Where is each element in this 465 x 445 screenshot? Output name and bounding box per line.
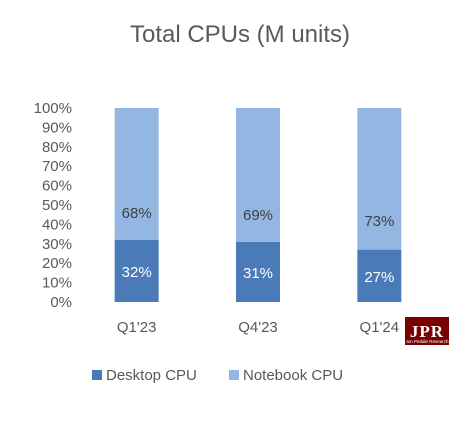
y-tick-label: 40% — [42, 216, 72, 233]
legend: Desktop CPU Notebook CPU — [92, 367, 343, 384]
bars-group: 32% 68% 31% 69% 27% 73% — [114, 108, 402, 302]
desktop-bar-segment — [357, 249, 402, 302]
desktop-bar-segment — [114, 239, 159, 302]
y-tick-label: 30% — [42, 236, 72, 253]
notebook-bar-segment — [236, 108, 280, 242]
y-tick-label: 50% — [42, 197, 72, 214]
legend-notebook-label: Notebook CPU — [243, 367, 343, 384]
legend-desktop-label: Desktop CPU — [106, 367, 197, 384]
notebook-data-label: 68% — [122, 205, 152, 222]
y-tick-label: 80% — [42, 139, 72, 156]
y-tick-label: 100% — [34, 100, 72, 117]
notebook-data-label: 73% — [364, 213, 394, 230]
logo-subtext: Jon Peddie Research — [405, 339, 449, 344]
x-axis: Q1'23 Q4'23 Q1'24 — [117, 319, 399, 336]
notebook-bar-segment — [357, 108, 402, 250]
y-tick-label: 10% — [42, 275, 72, 292]
x-tick-label: Q4'23 — [238, 319, 278, 336]
x-tick-label: Q1'24 — [360, 319, 400, 336]
y-tick-label: 70% — [42, 158, 72, 175]
chart-title: Total CPUs (M units) — [130, 21, 350, 48]
logo-text: JPR — [410, 322, 444, 341]
desktop-data-label: 31% — [243, 265, 273, 282]
logo-box — [405, 317, 449, 345]
y-tick-label: 0% — [50, 294, 72, 311]
y-axis: 0% 10% 20% 30% 40% 50% 60% 70% 80% 90% 100% — [34, 100, 72, 311]
y-tick-label: 20% — [42, 255, 72, 272]
legend-desktop-swatch — [92, 370, 102, 380]
desktop-data-label: 32% — [122, 264, 152, 281]
legend-notebook-swatch — [229, 370, 239, 380]
notebook-data-label: 69% — [243, 207, 273, 224]
y-tick-label: 90% — [42, 119, 72, 136]
notebook-bar-segment — [114, 108, 159, 240]
jpr-logo: JPR Jon Peddie Research — [405, 317, 449, 345]
y-tick-label: 60% — [42, 178, 72, 195]
x-tick-label: Q1'23 — [117, 319, 157, 336]
desktop-bar-segment — [236, 241, 280, 302]
desktop-data-label: 27% — [364, 269, 394, 286]
